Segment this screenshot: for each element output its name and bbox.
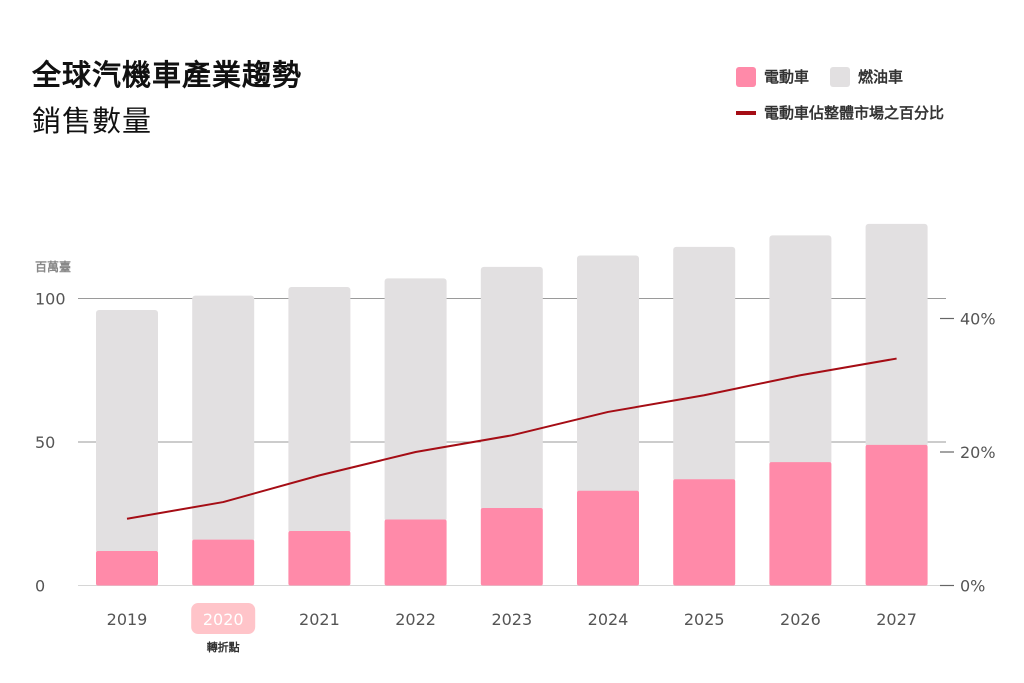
x-tick-label: 2023	[491, 610, 532, 629]
y-tick-label: 50	[35, 433, 55, 452]
bar-ice-2025	[673, 246, 736, 482]
y-tick-label: 0	[35, 577, 45, 596]
bar-ice-2022	[384, 278, 447, 522]
bar-ice-2021	[288, 287, 351, 533]
legend-swatch-share	[736, 110, 756, 115]
legend-item-share: 電動車佔整體市場之百分比	[736, 102, 944, 123]
bar-ev-2027	[865, 444, 928, 586]
bar-ev-2025	[673, 479, 736, 586]
bar-ev-2026	[769, 462, 832, 586]
highlight-note: 轉折點	[207, 640, 240, 654]
x-tick-label: 2020	[203, 610, 244, 629]
y2-tick-label: 40%	[960, 310, 996, 329]
legend-label-share: 電動車佔整體市場之百分比	[764, 104, 945, 122]
y-tick-label: 100	[35, 290, 66, 309]
bar-ev-2022	[384, 519, 447, 586]
x-tick-label: 2021	[299, 610, 340, 629]
x-tick-label: 2025	[684, 610, 725, 629]
legend-item-ice: 燃油車	[830, 66, 903, 87]
x-tick-label: 2022	[395, 610, 436, 629]
legend-swatch-ice	[830, 66, 850, 87]
y-axis-label: 百萬臺	[35, 259, 71, 274]
highlight-badge	[191, 603, 256, 634]
chart-subtitle: 銷售數量	[32, 104, 153, 138]
bar-ev-2021	[288, 530, 351, 586]
y2-tick-label: 20%	[960, 443, 996, 462]
bar-ice-2023	[480, 266, 543, 511]
bar-ice-2024	[577, 255, 639, 493]
chart-title: 全球汽機車產業趨勢	[32, 58, 303, 92]
bar-ev-2020	[192, 539, 255, 586]
x-tick-label: 2024	[588, 610, 629, 629]
bar-ev-2019	[96, 551, 158, 586]
legend-item-ev: 電動車	[736, 66, 809, 87]
bar-ice-2027	[865, 223, 928, 447]
x-tick-label: 2026	[780, 610, 821, 629]
bar-ev-2024	[577, 490, 639, 586]
bar-ice-2020	[192, 295, 255, 542]
bar-ice-2019	[96, 309, 158, 554]
y2-tick-label: 0%	[960, 577, 985, 596]
bar-ev-2023	[480, 508, 543, 586]
x-tick-label: 2027	[876, 610, 917, 629]
share-line	[126, 357, 897, 520]
legend-label-ev: 電動車	[764, 68, 810, 86]
legend-label-ice: 燃油車	[858, 68, 904, 86]
bar-ice-2026	[769, 235, 832, 465]
legend-swatch-ev	[736, 66, 756, 87]
x-tick-label: 2019	[107, 610, 148, 629]
